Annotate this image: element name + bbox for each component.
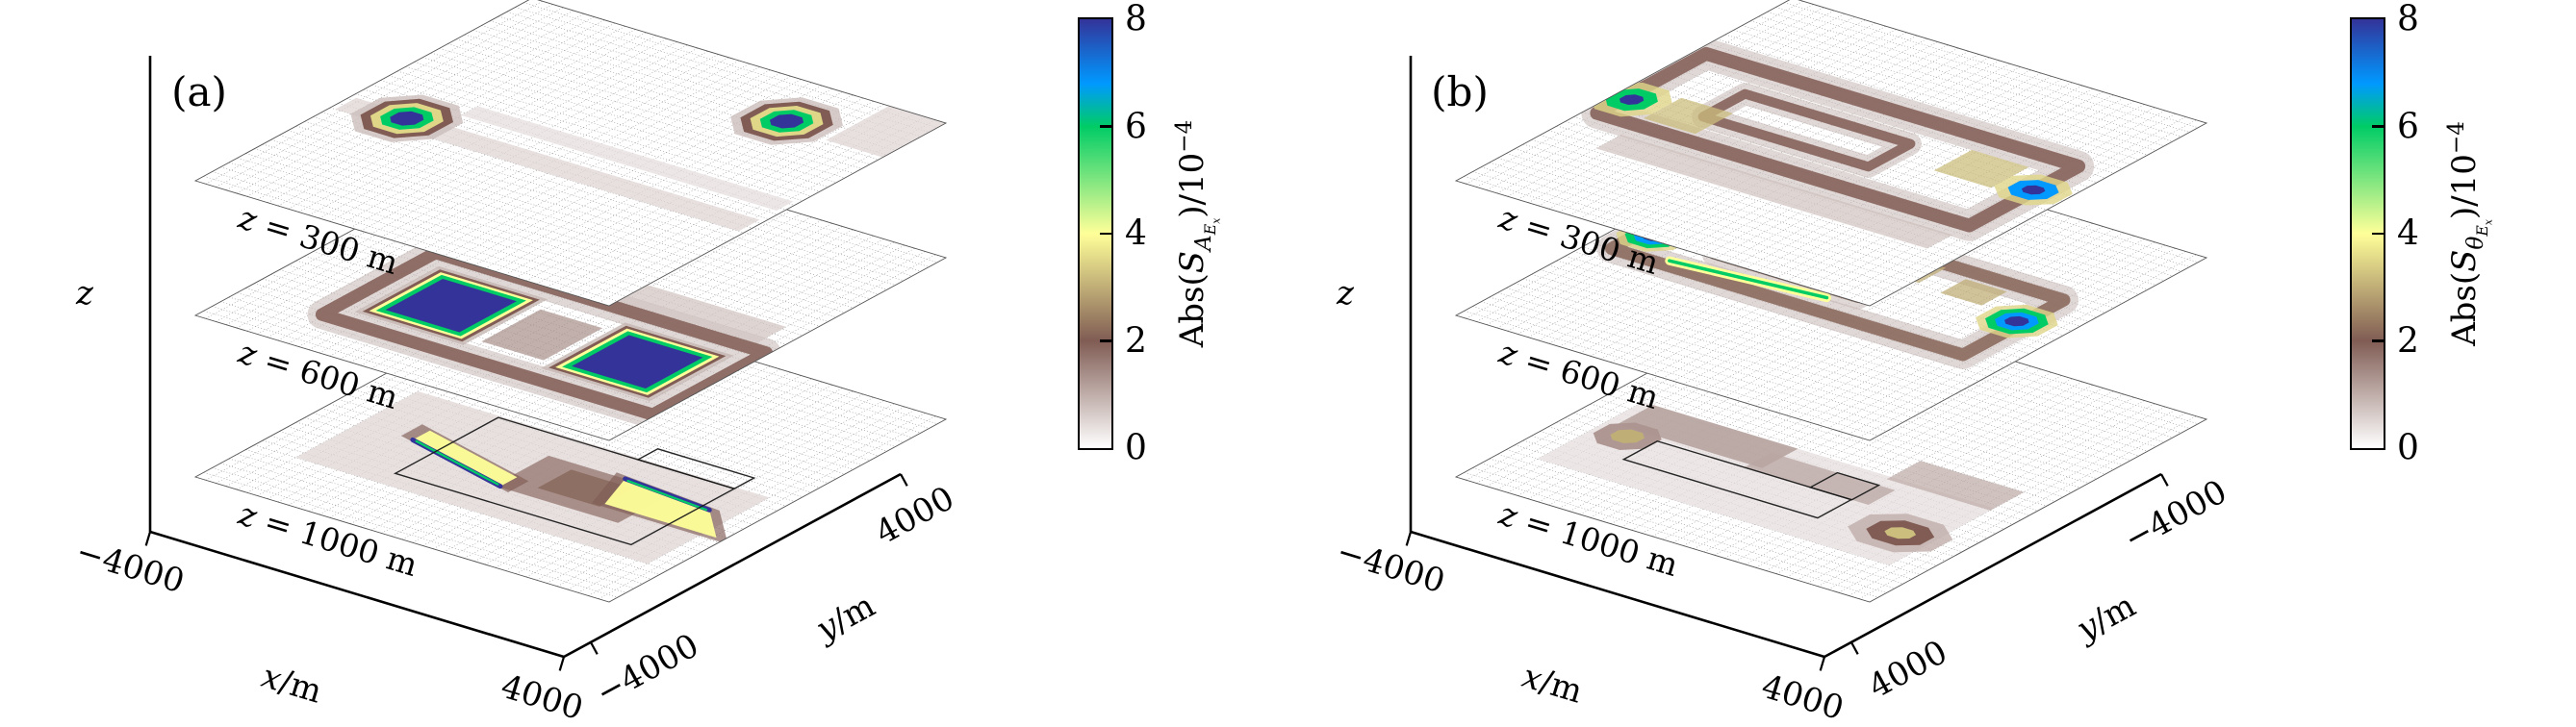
slice-features [1537, 401, 2025, 565]
panel-b-z300-feature-4-band [1933, 149, 2029, 188]
panel-a-z-axis-label: z [75, 274, 94, 313]
panel-b-z300-feature-3-band [1643, 97, 1734, 135]
colorbar-a-label: Abs(SAEx)/10−4 [1171, 119, 1223, 348]
panel-a-z600-feature-1-band [481, 309, 603, 361]
colorbar-b-ticklabel-2: 2 [2397, 321, 2419, 361]
colorbar-a-ticklabel-4: 4 [1125, 213, 1147, 254]
slice-plane [195, 0, 946, 306]
slice-features [335, 94, 946, 232]
panel-b-z1000-feature-2-band [1617, 405, 1798, 468]
panel-a-x-axis-label: x/m [257, 657, 326, 711]
panel-b-z1000-feature-4-band [1886, 461, 2025, 511]
panel-a-z600-feature-4-block-level-4 [572, 335, 703, 389]
panel-a-x-tick-near: 4000 [497, 667, 587, 727]
colorbar-b-tickmark-6 [2372, 125, 2384, 128]
panel-a-z1000-feature-3-poly-edge-1 [415, 439, 499, 486]
y-axis-line [563, 472, 902, 659]
panel-b-y-tick-near: 4000 [1862, 633, 1953, 706]
colorbar-b-ticklabel-8: 8 [2397, 0, 2419, 39]
slice-plane-border [1454, 0, 2208, 307]
panel-a-y-tick-far: 4000 [869, 479, 960, 552]
colorbar-b-ticklabel-6: 6 [2397, 107, 2419, 146]
panel-a-z1000-feature-6-outline [636, 448, 756, 489]
panel-b-z600-feature-4-band [1940, 279, 2007, 306]
colorbar-b-label: Abs(SθEx)/10−4 [2443, 121, 2495, 346]
panel-b-z600-feature-2-stripe-stroke-1 [1668, 259, 1829, 300]
panel-b-x-tick-near: 4000 [1757, 667, 1848, 727]
colorbar-a-ticklabel-8: 8 [1125, 0, 1147, 39]
colorbar-a-tickmark-2 [1100, 339, 1111, 342]
y-tick-near [590, 641, 599, 655]
panel-b-slice-300: z = 300 m [1454, 0, 2208, 307]
panel-a-z300-feature-2-spot-level-4 [390, 111, 424, 126]
panel-a-label: (a) [171, 68, 227, 115]
panel-a-slice-300: z = 300 m [193, 0, 948, 307]
panel-a-z1000-feature-4-poly-edge-1 [626, 479, 708, 512]
panel-b-label: (b) [1431, 68, 1489, 115]
panel-a-z600-feature-2-band [612, 283, 787, 343]
panel-a-z1000-feature-3-poly [412, 430, 518, 487]
panel-a-z600-feature-0-ring [315, 246, 774, 421]
panel-b-z1000-feature-1-spot-level-1 [1610, 429, 1645, 443]
panel-a-x-tick-far: −4000 [71, 533, 189, 602]
panel-a-axes [144, 56, 908, 671]
panel-a-z300-feature-3-spot-level-4 [770, 113, 804, 129]
x-tick-far [144, 531, 152, 546]
slice-plane-border [193, 0, 948, 307]
colorbar-b-tickmark-2 [2372, 339, 2384, 342]
colorbar-b-tickmark-4 [2372, 232, 2384, 236]
panel-b-y-tick-far: −4000 [2118, 472, 2233, 559]
slice-features [1581, 38, 2095, 249]
panel-b-z1000-feature-7-spot-level-2 [1884, 527, 1917, 539]
y-axis-line [1824, 472, 2162, 659]
panel-a-z300-feature-4-band [826, 106, 946, 158]
x-tick-near [1819, 656, 1826, 671]
x-axis-line [1410, 530, 1825, 659]
y-tick-near [1850, 641, 1859, 655]
colorbar-a-ticklabel-6: 6 [1125, 107, 1147, 146]
panel-a: z = 1000 mz = 600 mz = 300 m−40004000x/m… [71, 0, 960, 727]
slice-features [295, 390, 770, 564]
panel-b-z300-feature-2-ring [1697, 88, 1916, 172]
colorbar-a-ticklabel-0: 0 [1125, 428, 1147, 468]
x-tick-far [1405, 531, 1413, 546]
panel-a-z600-feature-3-block-level-4 [385, 279, 517, 333]
panel-b: z = 1000 mz = 600 mz = 300 m−40004000x/m… [1332, 0, 2233, 727]
panel-b-z1000-feature-6-outline [1808, 471, 1881, 501]
panel-b-z300-feature-6-spot-level-2 [2021, 185, 2046, 195]
y-tick-far [2160, 473, 2169, 487]
panel-b-x-axis-label: x/m [1518, 657, 1587, 711]
panel-b-y-axis-label: y/m [2069, 587, 2142, 650]
colorbar-a-ticklabel-2: 2 [1125, 321, 1147, 361]
panel-b-x-tick-far: −4000 [1332, 533, 1449, 602]
panel-b-axes [1405, 56, 2169, 671]
panel-b-z300-feature-5-spot-level-2 [1620, 94, 1645, 105]
panel-a-z300-feature-1-band [461, 106, 794, 211]
x-tick-near [558, 656, 566, 671]
colorbar-a-tickmark-4 [1100, 232, 1111, 236]
panel-b-z600-feature-6-spot-level-3 [2004, 315, 2029, 327]
y-tick-far [900, 473, 908, 487]
slice-features [307, 238, 787, 430]
colorbar-b-ticklabel-4: 4 [2397, 213, 2419, 254]
panel-b-z300-feature-1-ring [1590, 46, 2086, 233]
panel-b-z300-feature-0-band [1595, 135, 1952, 249]
panel-a-y-axis-label: y/m [808, 587, 881, 650]
panel-b-z1000-feature-3-band [1744, 452, 1896, 505]
panel-a-z1000-feature-4-poly [604, 478, 717, 539]
panel-a-y-tick-near: −4000 [590, 626, 705, 713]
colorbar-b-ticklabel-0: 0 [2397, 428, 2419, 468]
panel-b-z-axis-label: z [1336, 274, 1355, 313]
x-axis-line [149, 530, 565, 659]
colorbar-a-tickmark-6 [1100, 125, 1111, 128]
